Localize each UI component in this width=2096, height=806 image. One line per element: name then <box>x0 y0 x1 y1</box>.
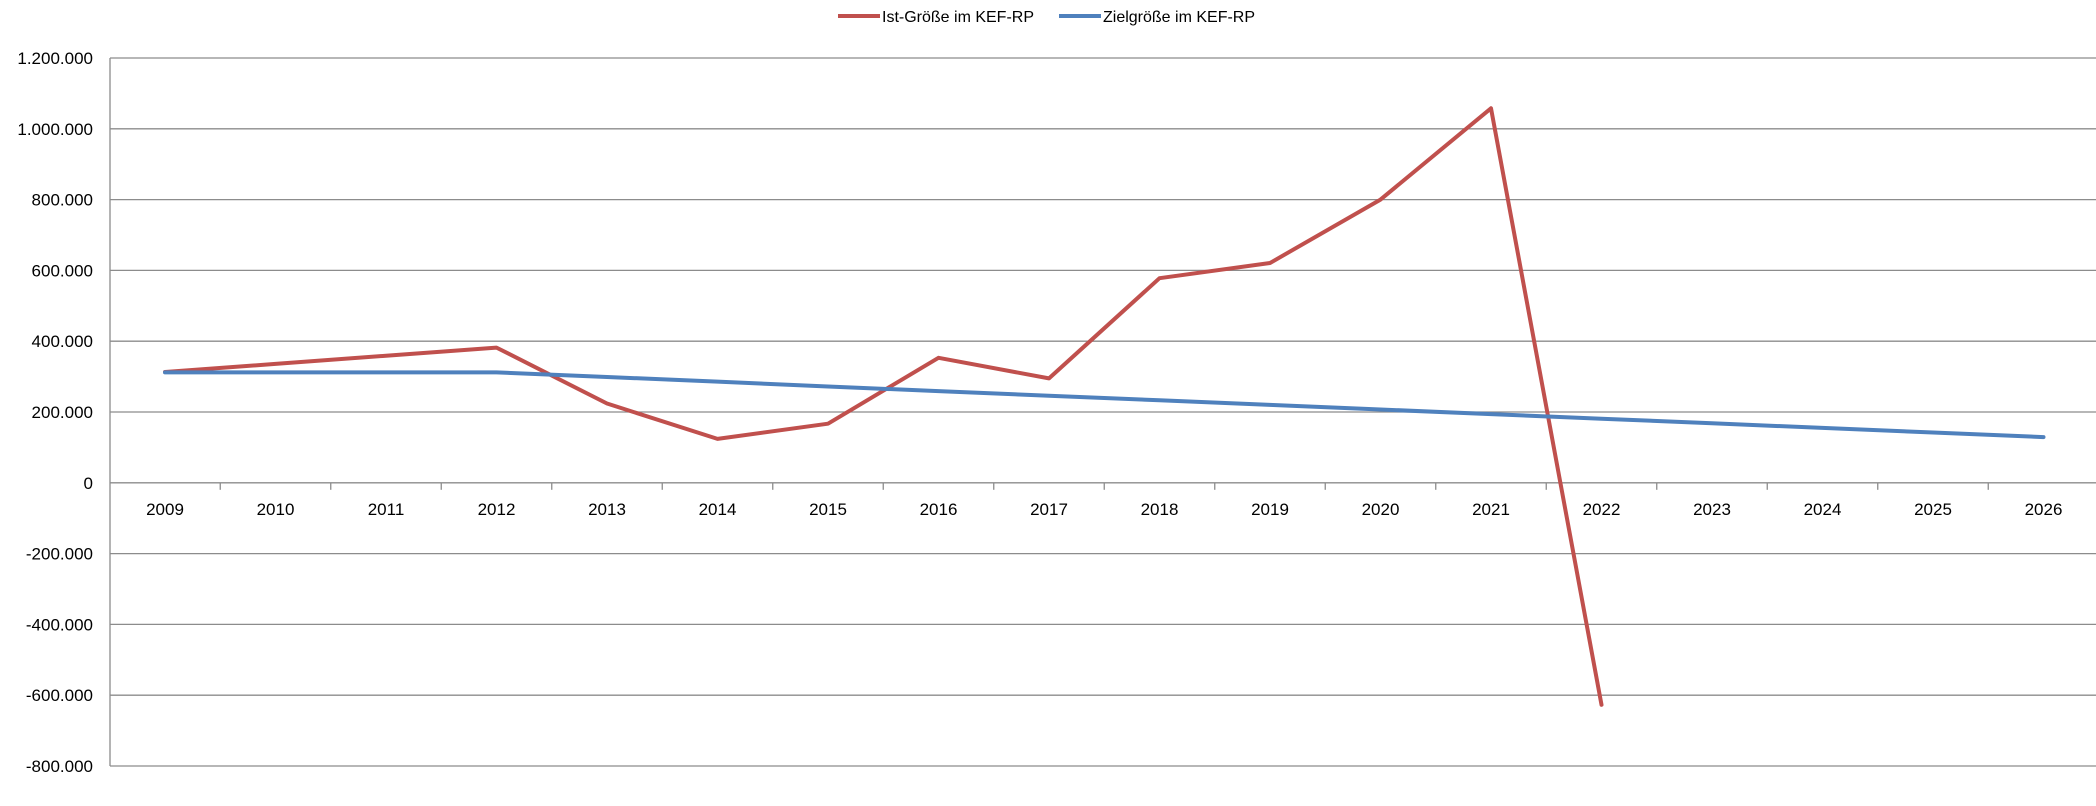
y-tick-label: 1.200.000 <box>17 49 93 68</box>
x-tick-label: 2021 <box>1472 500 1510 519</box>
y-tick-label: 200.000 <box>32 403 93 422</box>
x-tick-label: 2022 <box>1583 500 1621 519</box>
legend-label: Zielgröße im KEF-RP <box>1103 9 1255 26</box>
x-tick-label: 2014 <box>699 500 737 519</box>
x-tick-label: 2010 <box>257 500 295 519</box>
x-tick-label: 2011 <box>368 500 405 519</box>
x-tick-label: 2012 <box>478 500 516 519</box>
y-tick-label: 400.000 <box>32 332 93 351</box>
x-tick-label: 2025 <box>1914 500 1952 519</box>
x-tick-label: 2016 <box>920 500 958 519</box>
y-tick-label: -600.000 <box>26 686 93 705</box>
x-tick-label: 2023 <box>1693 500 1731 519</box>
legend: Ist-Größe im KEF-RP Zielgröße im KEF-RP <box>838 9 1255 26</box>
series-line-2 <box>163 370 2046 440</box>
gridlines <box>110 57 2096 767</box>
series-lines <box>163 106 2046 707</box>
y-tick-label: 800.000 <box>32 191 93 210</box>
x-tick-label: 2015 <box>809 500 847 519</box>
series-line-1 <box>163 106 1604 707</box>
x-tick-label: 2026 <box>2025 500 2063 519</box>
y-axis: 1.200.000 1.000.000 800.000 600.000 400.000 2… <box>17 49 111 776</box>
x-tick-label: 2009 <box>146 500 184 519</box>
x-tick-label: 2024 <box>1804 500 1842 519</box>
y-tick-label: 600.000 <box>32 261 93 280</box>
y-tick-label: 0 <box>84 474 93 493</box>
x-tick-label: 2018 <box>1141 500 1179 519</box>
y-tick-label: -200.000 <box>26 545 93 564</box>
x-tick-label: 2017 <box>1030 500 1068 519</box>
legend-label: Ist-Größe im KEF-RP <box>882 9 1034 26</box>
y-tick-label: -800.000 <box>26 757 93 776</box>
x-tick-label: 2019 <box>1251 500 1289 519</box>
y-tick-label: 1.000.000 <box>17 120 93 139</box>
y-tick-label: -400.000 <box>26 615 93 634</box>
x-tick-label: 2013 <box>588 500 626 519</box>
x-tick-label: 2020 <box>1362 500 1400 519</box>
x-axis: 2009 2010 2011 2012 2013 2014 2015 2016 2017 2018… <box>146 482 2063 519</box>
